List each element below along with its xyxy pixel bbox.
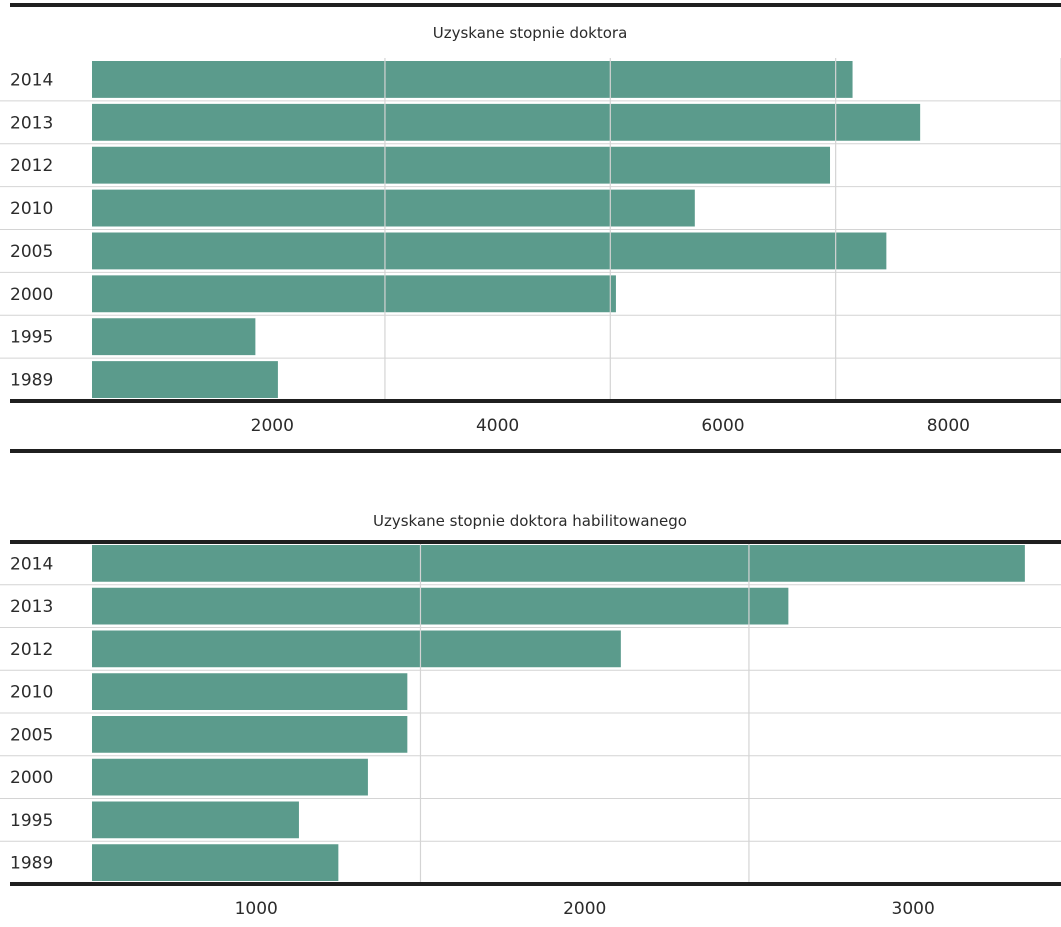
x-tick-label: 6000 [701, 416, 744, 436]
bar-1989 [92, 361, 278, 398]
chart-1: Uzyskane stopnie doktora 2014 2013 2012 2010… [0, 3, 1061, 453]
bar-2013 [92, 587, 789, 625]
category-label: 2013 [10, 113, 53, 133]
bar-2012 [92, 630, 621, 668]
chart-title: Uzyskane stopnie doktora habilitowanego [373, 512, 687, 530]
category-label: 2012 [10, 640, 53, 660]
bar-2014 [92, 545, 1025, 582]
category-label: 1995 [10, 328, 53, 348]
category-label: 1995 [10, 811, 53, 831]
category-label: 2012 [10, 156, 53, 176]
bar-2000 [92, 275, 616, 313]
x-tick-label: 4000 [476, 416, 519, 436]
category-label: 1989 [10, 854, 53, 874]
x-tick-label: 3000 [892, 899, 935, 919]
x-tick-label: 8000 [927, 416, 970, 436]
category-label: 2014 [10, 70, 53, 90]
x-tick-label: 1000 [235, 899, 278, 919]
bar-2005 [92, 232, 887, 270]
bar-1989 [92, 844, 339, 881]
category-label: 2014 [10, 554, 53, 574]
bar-2014 [92, 61, 853, 98]
bar-1995 [92, 318, 256, 356]
category-label: 2005 [10, 725, 53, 745]
category-label: 2000 [10, 768, 53, 788]
bar-2000 [92, 758, 368, 796]
category-label: 2013 [10, 597, 53, 617]
category-label: 2010 [10, 683, 53, 703]
chart-2: Uzyskane stopnie doktora habilitowanego 2… [0, 512, 1061, 919]
category-label: 2010 [10, 199, 53, 219]
x-tick-label: 2000 [251, 416, 294, 436]
bar-2005 [92, 716, 408, 753]
category-label: 2005 [10, 242, 53, 262]
chart-title: Uzyskane stopnie doktora [433, 24, 628, 42]
x-tick-label: 2000 [563, 899, 606, 919]
category-label: 1989 [10, 371, 53, 391]
bar-1995 [92, 801, 299, 839]
bar-2013 [92, 103, 921, 141]
bar-2010 [92, 189, 695, 227]
category-label: 2000 [10, 285, 53, 305]
bar-2010 [92, 673, 408, 710]
bar-2012 [92, 146, 831, 184]
